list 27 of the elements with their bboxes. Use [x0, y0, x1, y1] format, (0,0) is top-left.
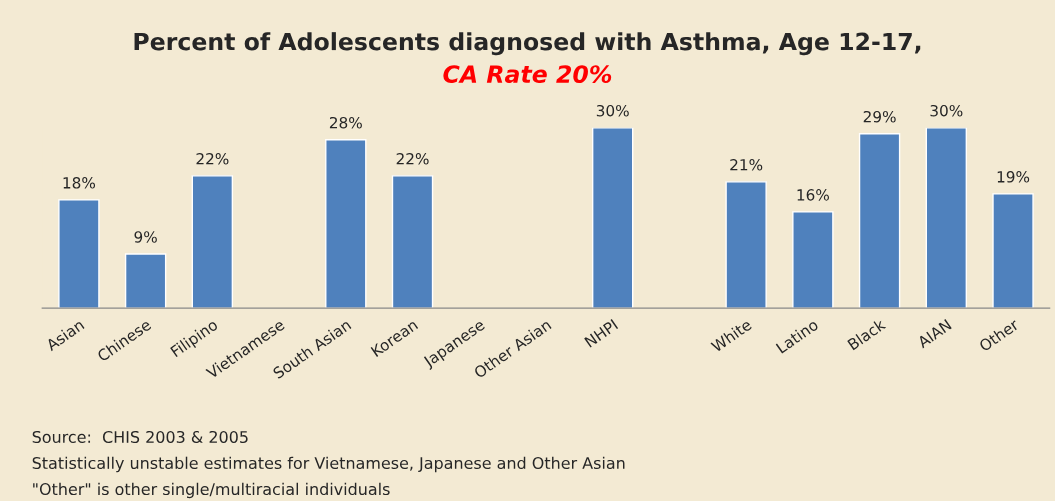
bar [58, 199, 100, 309]
data-label: 29% [863, 110, 896, 123]
data-label: 16% [797, 189, 829, 201]
bar [792, 211, 834, 309]
data-label: 22% [196, 153, 229, 165]
text: Statistically unstable estimates for Vietnamese, Japanese and Other Asian [32, 456, 625, 473]
data-label: 21% [730, 159, 763, 171]
bar [591, 127, 634, 309]
data-label: 18% [63, 177, 96, 189]
bar [325, 139, 367, 309]
data-label: 19% [997, 171, 1030, 183]
data-label: 30% [596, 104, 629, 117]
bar [191, 175, 234, 309]
data-label: 30% [930, 104, 963, 117]
bar [725, 181, 767, 309]
bar [858, 133, 901, 309]
text: "Other" is other single/multiracial individuals [33, 482, 390, 499]
bar [124, 253, 167, 309]
chart-subtitle: CA Rate 20% [443, 65, 612, 83]
source-note: Source: CHIS 2003 & 2005 [32, 430, 248, 444]
chart-title: Percent of Adolescents diagnosed with Asthma, Age 12-17, [134, 32, 921, 56]
bar [391, 175, 434, 309]
data-label: 9% [134, 231, 157, 243]
bar [992, 193, 1034, 309]
data-label: 28% [329, 116, 362, 129]
bar [925, 127, 968, 309]
data-label: 22% [396, 153, 429, 165]
